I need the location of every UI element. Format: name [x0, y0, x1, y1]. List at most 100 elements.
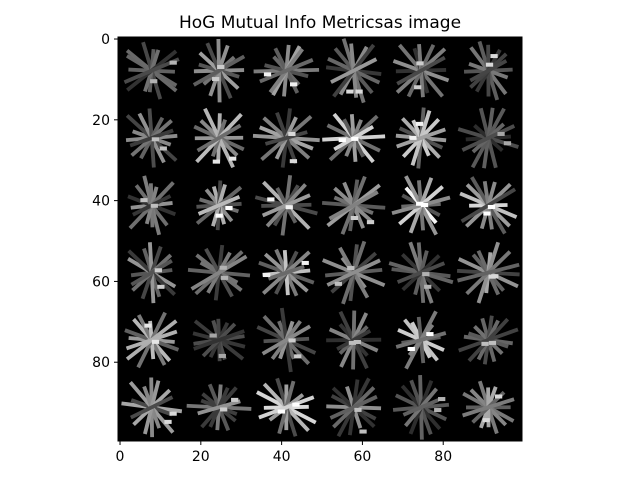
hog-highlight [220, 407, 228, 412]
hog-highlight [289, 159, 298, 164]
hog-spoke [326, 258, 381, 287]
hog-cell [258, 248, 315, 297]
hog-highlight [140, 198, 148, 203]
hog-cell [392, 43, 450, 98]
hog-highlight [229, 156, 237, 161]
hog-cell [125, 108, 178, 168]
hog-highlight [353, 339, 361, 345]
y-tick-label: 80 [92, 355, 110, 371]
hog-cell [392, 374, 450, 440]
hog-highlight [294, 354, 302, 359]
hog-cell [395, 310, 447, 370]
hog-highlight [169, 411, 177, 416]
hog-highlight [485, 62, 494, 67]
hog-cell [463, 40, 513, 101]
hog-cell [195, 180, 243, 231]
hog-highlight [487, 204, 496, 210]
hog-cell [326, 377, 382, 438]
hog-highlight [288, 338, 296, 343]
hog-highlight [231, 397, 239, 402]
hog-highlight [263, 72, 272, 77]
hog-highlight [490, 54, 498, 59]
hog-highlight [220, 275, 229, 280]
hog-highlight [159, 146, 167, 151]
y-tick-label: 40 [92, 194, 110, 210]
hog-cell [186, 383, 252, 432]
hog-spoke [458, 327, 519, 353]
hog-spoke [328, 190, 379, 221]
hog-spoke [329, 394, 378, 420]
hog-highlight [482, 418, 490, 423]
hog-highlight [409, 135, 417, 140]
hog-cell [457, 107, 519, 169]
hog-cell [462, 380, 515, 435]
hog-highlight [350, 215, 359, 221]
hog-spoke [396, 55, 446, 86]
hog-spoke [130, 259, 173, 287]
hog-highlight [144, 323, 152, 328]
hog-highlight [292, 402, 300, 407]
hog-cell [458, 315, 519, 365]
hog-cell [388, 241, 454, 304]
axes-frame [117, 36, 523, 442]
y-tick-label: 0 [101, 32, 110, 48]
image-background [118, 37, 522, 441]
hog-highlight [225, 205, 233, 211]
hog-spoke [457, 262, 520, 283]
hog-highlight [218, 353, 226, 358]
hog-cell [124, 311, 180, 369]
x-tick-label: 20 [192, 449, 210, 465]
hog-spoke [264, 130, 308, 146]
hog-highlight [209, 333, 217, 338]
hog-highlight [438, 397, 446, 402]
hog-cell [325, 38, 382, 104]
hog-cell [192, 38, 246, 103]
hog-spoke [197, 399, 241, 416]
hog-highlight [150, 203, 158, 208]
hog-spoke [258, 395, 315, 420]
hog-highlight [150, 79, 158, 84]
hog-highlight [426, 332, 434, 337]
hog-cells [121, 38, 520, 440]
hog-cell [322, 240, 386, 305]
hog-highlight [497, 131, 505, 136]
hog-highlight [434, 408, 442, 413]
hog-spoke [461, 124, 516, 152]
hog-highlight [212, 159, 221, 164]
hog-spoke [261, 324, 312, 356]
hog-spoke [192, 54, 246, 87]
hog-spoke [193, 329, 245, 351]
hog-cell [256, 377, 317, 437]
hog-spoke [125, 329, 178, 351]
hog-spoke [402, 398, 440, 417]
hog-highlight [355, 89, 363, 94]
hog-cell [395, 107, 447, 169]
hog-cell [456, 241, 520, 304]
hog-cell [322, 112, 386, 164]
hog-highlight [151, 339, 160, 344]
chart-title: HoG Mutual Info Metricsas image [179, 13, 461, 33]
hog-cell [253, 44, 320, 97]
hog-highlight [262, 272, 271, 278]
hog-highlight [488, 340, 497, 345]
hog-highlight [151, 137, 160, 142]
hog-cell [252, 108, 320, 168]
hog-highlight [503, 141, 512, 146]
hog-spoke [395, 331, 447, 349]
hog-highlight [354, 407, 362, 412]
hog-highlight [366, 220, 375, 225]
hog-highlight [491, 274, 499, 279]
hog-cell [127, 175, 177, 236]
hog-spoke [259, 58, 314, 84]
hog-highlight [334, 281, 342, 286]
x-tick-label: 60 [354, 449, 372, 465]
hog-spoke [396, 127, 446, 149]
hog-highlight [212, 77, 220, 82]
hog-spoke [190, 254, 248, 291]
hog-highlight [494, 394, 503, 399]
hog-highlight [338, 138, 346, 143]
hog-highlight [483, 211, 491, 216]
hog-cell [321, 175, 386, 235]
hog-spoke [462, 397, 515, 418]
hog-spoke [267, 264, 305, 281]
